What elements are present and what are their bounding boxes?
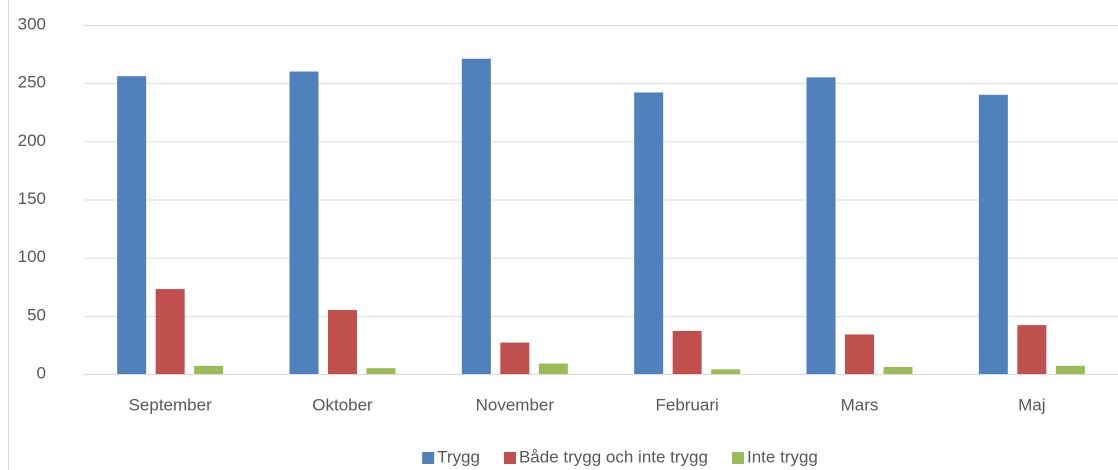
bar [289,71,319,375]
bar [634,92,664,375]
y-tick-label: 300 [18,14,46,33]
x-tick-label: Oktober [312,395,373,414]
y-tick-label: 100 [18,247,46,266]
x-tick-label: Mars [841,395,879,414]
x-tick-label: Maj [1018,395,1045,414]
bar [328,310,357,374]
bar [155,289,185,374]
x-tick-label: September [129,395,212,414]
bar [672,330,702,374]
bar [500,342,530,374]
bar [845,334,874,374]
bar [978,94,1008,375]
bar [194,365,224,374]
y-tick-label: 0 [37,363,46,382]
y-tick-label: 250 [18,73,46,92]
bar [883,367,913,374]
bar [711,369,741,374]
bar [538,363,568,374]
legend-label: Inte trygg [747,447,818,466]
bar [117,76,147,374]
x-tick-label: November [476,395,555,414]
bar [806,77,836,374]
legend-swatch [503,452,516,464]
bar [366,368,396,374]
legend-label: Trygg [437,447,480,466]
bar [1055,365,1085,374]
legend-swatch [422,452,435,464]
bar [461,58,491,375]
y-tick-label: 150 [18,189,46,208]
x-tick-label: Februari [656,395,719,414]
y-tick-label: 200 [18,131,46,150]
legend-swatch [731,452,744,464]
bar [1017,325,1047,374]
chart-frame [8,0,9,470]
y-tick-label: 50 [27,305,46,324]
legend-label: Både trygg och inte trygg [519,447,708,466]
